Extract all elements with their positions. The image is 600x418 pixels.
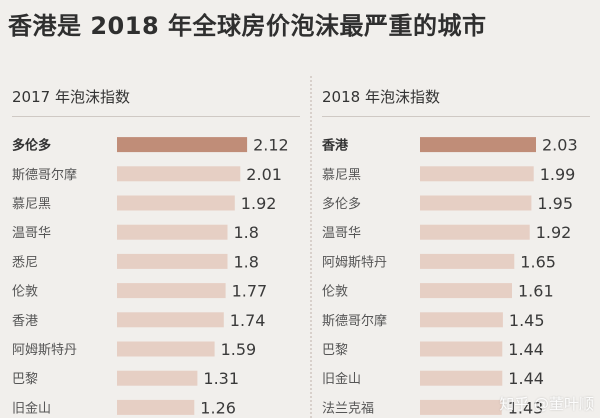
value-label: 2.12 [253, 136, 289, 155]
category-label: 温哥华 [12, 226, 51, 241]
bar [420, 195, 532, 211]
category-label: 香港 [321, 138, 349, 154]
category-label: 慕尼黑 [322, 168, 361, 183]
value-label: 1.43 [508, 398, 544, 417]
bar [117, 195, 235, 211]
category-label: 多伦多 [12, 138, 51, 154]
chart-panel-2017: 2017 年泡沫指数 多伦多 2.12 斯德哥尔摩 2.01 慕尼黑 1.92 温哥华 1.8… [12, 86, 300, 418]
bar [117, 283, 226, 299]
panel-title-2018: 2018 年泡沫指数 [322, 88, 440, 106]
value-label: 2.01 [246, 165, 282, 184]
bar [420, 224, 530, 240]
category-label: 巴黎 [12, 372, 38, 387]
bar [117, 253, 228, 269]
category-label: 斯德哥尔摩 [322, 313, 387, 329]
bar [117, 166, 241, 182]
category-label: 伦敦 [12, 284, 38, 300]
bar-chart-2018: 香港 2.03 慕尼黑 1.99 多伦多 1.95 温哥华 1.92 阿姆斯特丹 1.65 伦敦 1.… [321, 136, 578, 418]
value-label: 1.44 [508, 369, 544, 388]
value-label: 1.95 [537, 194, 573, 213]
category-label: 阿姆斯特丹 [12, 343, 77, 358]
value-label: 1.99 [540, 165, 576, 184]
bar [420, 370, 503, 386]
panel-rule [12, 116, 300, 117]
category-label: 悉尼 [12, 255, 38, 270]
bar [117, 399, 195, 415]
bar [420, 283, 512, 299]
category-label: 伦敦 [322, 284, 348, 300]
category-label: 巴黎 [322, 343, 348, 358]
watermark-text: 知乎 @董叶顺 [499, 395, 594, 413]
category-label: 旧金山 [12, 400, 51, 416]
value-label: 1.61 [518, 282, 554, 301]
value-label: 1.31 [203, 369, 239, 388]
bar [420, 253, 515, 269]
value-label: 2.03 [542, 136, 578, 155]
bar [420, 312, 503, 328]
category-label: 温哥华 [322, 226, 361, 241]
panel-rule [322, 116, 590, 117]
bar [420, 399, 502, 415]
category-label: 旧金山 [322, 371, 361, 387]
category-label: 香港 [12, 314, 38, 329]
bar [117, 312, 224, 328]
category-label: 法兰克福 [322, 401, 374, 416]
bar [117, 370, 198, 386]
bar [420, 137, 536, 153]
bar [420, 341, 503, 357]
chart-panel-2018: 2018 年泡沫指数 香港 2.03 慕尼黑 1.99 多伦多 1.95 温哥华 1.92 阿姆… [321, 86, 598, 418]
value-label: 1.45 [509, 311, 545, 330]
bar-chart-2017: 多伦多 2.12 斯德哥尔摩 2.01 慕尼黑 1.92 温哥华 1.8 悉尼 1.8 伦敦 1.77… [12, 136, 289, 418]
value-label: 1.77 [232, 282, 268, 301]
value-label: 1.92 [241, 194, 277, 213]
value-label: 1.44 [508, 340, 544, 359]
bar [117, 224, 228, 240]
panel-divider [310, 76, 312, 418]
category-label: 多伦多 [322, 196, 361, 212]
value-label: 1.8 [234, 252, 259, 271]
value-label: 1.92 [536, 223, 572, 242]
bar [117, 341, 215, 357]
category-label: 阿姆斯特丹 [322, 255, 387, 270]
category-label: 斯德哥尔摩 [12, 167, 77, 183]
bar [117, 137, 248, 153]
value-label: 1.65 [520, 252, 556, 271]
value-label: 1.8 [234, 223, 259, 242]
bar [420, 166, 534, 182]
value-label: 1.59 [221, 340, 257, 359]
category-label: 慕尼黑 [12, 197, 51, 212]
page-title: 香港是 2018 年全球房价泡沫最严重的城市 [8, 12, 487, 40]
panel-title-2017: 2017 年泡沫指数 [12, 88, 130, 106]
value-label: 1.74 [230, 311, 266, 330]
value-label: 1.26 [200, 398, 236, 417]
